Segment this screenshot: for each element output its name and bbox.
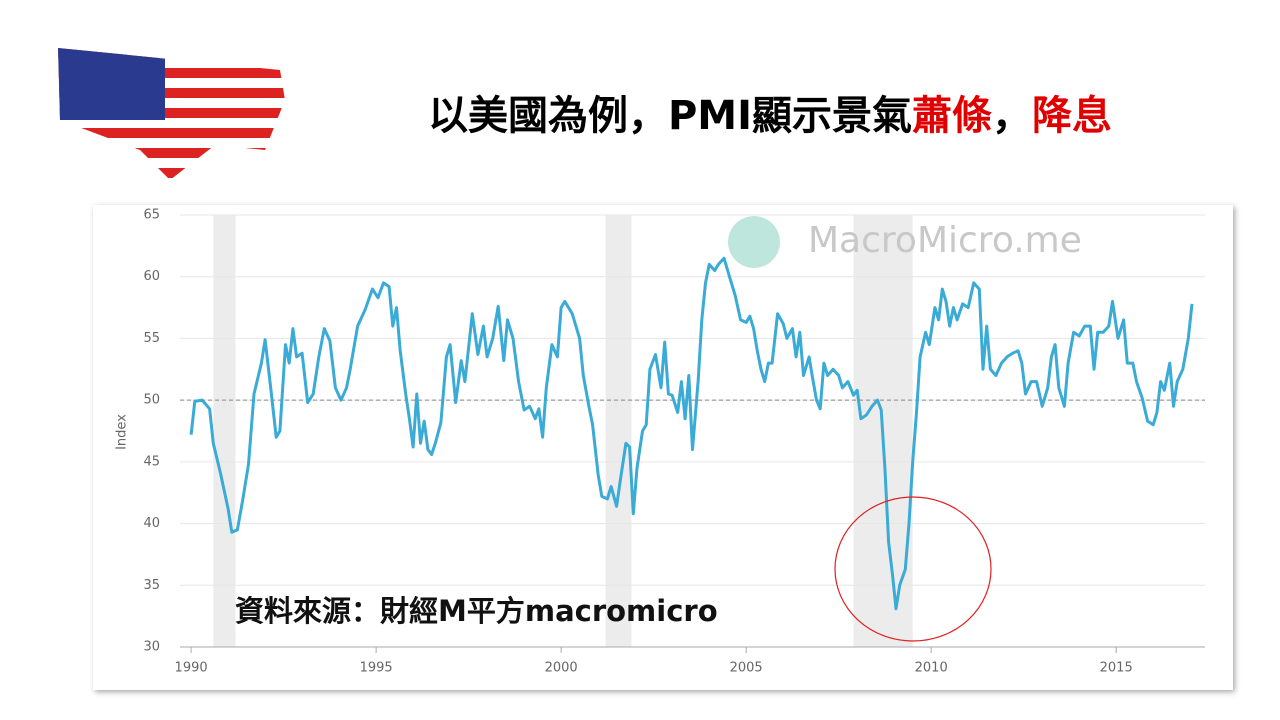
source-note: 資料來源：財經M平方macromicro xyxy=(235,594,718,628)
data-line xyxy=(189,256,1194,611)
x-tick-label: 1990 xyxy=(175,661,208,676)
highlight-circle xyxy=(834,496,992,642)
y-tick-label: 50 xyxy=(143,393,160,408)
x-tick-label: 2005 xyxy=(730,661,763,676)
flag-map xyxy=(58,48,285,180)
y-tick-label: 40 xyxy=(143,516,160,531)
y-tick-label: 60 xyxy=(143,269,160,284)
watermark: MacroMicro.me xyxy=(808,220,1082,261)
shaded-period xyxy=(605,215,632,647)
title-segment: 降息 xyxy=(1032,93,1112,139)
y-tick-label: 45 xyxy=(143,454,160,469)
watermark-logo xyxy=(728,216,780,268)
title-segment: 以美國為例，PMI顯示景氣 xyxy=(428,93,912,139)
title-segment: ， xyxy=(992,93,1032,139)
y-tick-label: 30 xyxy=(143,640,160,655)
slide-title: 以美國為例，PMI顯示景氣蕭條，降息 xyxy=(428,93,1112,139)
x-tick-label: 1995 xyxy=(360,661,393,676)
y-tick-label: 65 xyxy=(143,208,160,223)
y-tick-label: 35 xyxy=(143,578,160,593)
plot: MacroMicro.me 30 35 40 45 50 55 60 65 1990 1995 200… xyxy=(115,208,1205,676)
x-tick-label: 2010 xyxy=(915,661,948,676)
title-segment: 蕭條 xyxy=(912,93,992,139)
chart-frame xyxy=(93,205,1233,690)
y-axis-label: Index xyxy=(115,414,130,450)
shaded-period xyxy=(213,215,236,647)
x-tick-label: 2015 xyxy=(1100,661,1133,676)
x-tick-label: 2000 xyxy=(545,661,578,676)
y-tick-label: 55 xyxy=(143,331,160,346)
